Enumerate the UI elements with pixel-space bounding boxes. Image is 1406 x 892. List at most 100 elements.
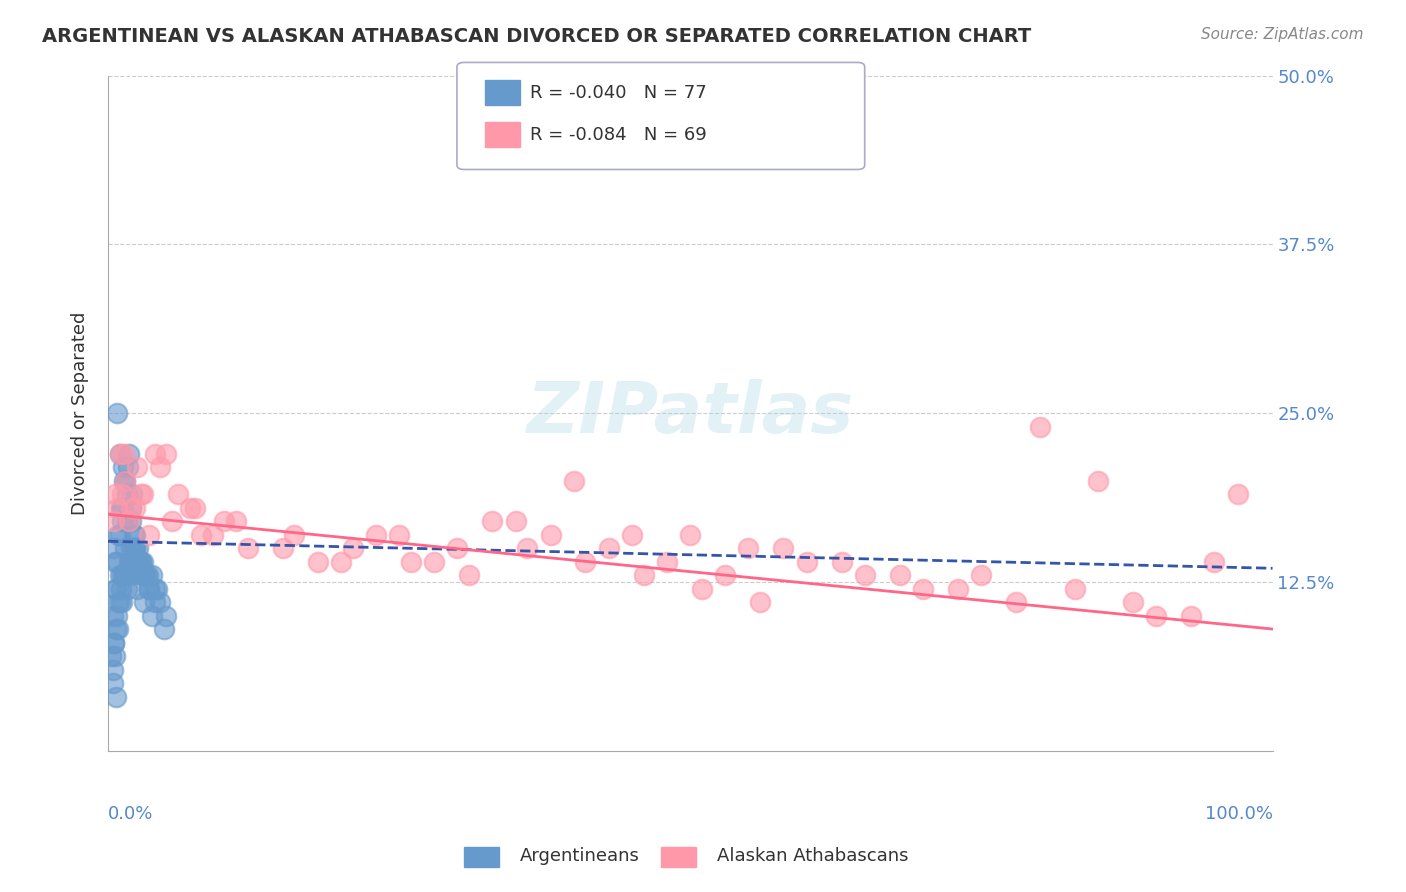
Point — [167, 487, 190, 501]
Point — [118, 446, 141, 460]
Point — [132, 487, 155, 501]
Point — [399, 555, 422, 569]
Point — [271, 541, 294, 555]
Point — [458, 568, 481, 582]
Text: Source: ZipAtlas.com: Source: ZipAtlas.com — [1201, 27, 1364, 42]
Point — [104, 487, 127, 501]
Point — [388, 527, 411, 541]
Point — [124, 527, 146, 541]
Point — [772, 541, 794, 555]
Point — [201, 527, 224, 541]
Point — [117, 460, 139, 475]
Text: Argentineans: Argentineans — [520, 847, 640, 865]
Point — [107, 595, 129, 609]
Text: R = -0.040   N = 77: R = -0.040 N = 77 — [530, 84, 707, 102]
Point — [100, 648, 122, 663]
Point — [1180, 608, 1202, 623]
Point — [108, 568, 131, 582]
Point — [114, 474, 136, 488]
Point — [115, 487, 138, 501]
Point — [104, 555, 127, 569]
Point — [283, 527, 305, 541]
Point — [946, 582, 969, 596]
Point — [598, 541, 620, 555]
Point — [120, 555, 142, 569]
Point — [160, 514, 183, 528]
Point — [562, 474, 585, 488]
Point — [1005, 595, 1028, 609]
Point — [155, 446, 177, 460]
Point — [128, 555, 150, 569]
Point — [120, 514, 142, 528]
Point — [105, 555, 128, 569]
Point — [105, 622, 128, 636]
Point — [679, 527, 702, 541]
Point — [446, 541, 468, 555]
Point — [134, 568, 156, 582]
Point — [121, 487, 143, 501]
Point — [146, 582, 169, 596]
Point — [127, 555, 149, 569]
Point — [129, 555, 152, 569]
Point — [114, 541, 136, 555]
Point — [342, 541, 364, 555]
Point — [112, 446, 135, 460]
Point — [104, 582, 127, 596]
Point — [143, 582, 166, 596]
Point — [540, 527, 562, 541]
Point — [149, 460, 172, 475]
Point — [1122, 595, 1144, 609]
Point — [108, 527, 131, 541]
Text: 100.0%: 100.0% — [1205, 805, 1272, 822]
Point — [112, 460, 135, 475]
Point — [105, 582, 128, 596]
Point — [143, 446, 166, 460]
Point — [110, 582, 132, 596]
Point — [236, 541, 259, 555]
Point — [122, 541, 145, 555]
Point — [307, 555, 329, 569]
Point — [120, 541, 142, 555]
Point — [132, 595, 155, 609]
Point — [114, 474, 136, 488]
Point — [141, 568, 163, 582]
Point — [135, 568, 157, 582]
Point — [111, 595, 134, 609]
Point — [129, 555, 152, 569]
Point — [115, 582, 138, 596]
Point — [225, 514, 247, 528]
Point — [110, 500, 132, 515]
Point — [141, 608, 163, 623]
Point — [621, 527, 644, 541]
Point — [112, 474, 135, 488]
Point — [108, 446, 131, 460]
Text: ARGENTINEAN VS ALASKAN ATHABASCAN DIVORCED OR SEPARATED CORRELATION CHART: ARGENTINEAN VS ALASKAN ATHABASCAN DIVORC… — [42, 27, 1032, 45]
Point — [120, 568, 142, 582]
Point — [1226, 487, 1249, 501]
Point — [1063, 582, 1085, 596]
Point — [796, 555, 818, 569]
Point — [105, 500, 128, 515]
Point — [120, 555, 142, 569]
Point — [853, 568, 876, 582]
Point — [184, 500, 207, 515]
Point — [155, 608, 177, 623]
Point — [127, 460, 149, 475]
Point — [122, 527, 145, 541]
Point — [118, 514, 141, 528]
Point — [127, 541, 149, 555]
Point — [114, 568, 136, 582]
Point — [132, 568, 155, 582]
Text: R = -0.084   N = 69: R = -0.084 N = 69 — [530, 126, 707, 144]
Point — [831, 555, 853, 569]
Point — [655, 555, 678, 569]
Point — [101, 663, 124, 677]
Point — [138, 582, 160, 596]
Point — [132, 555, 155, 569]
Point — [364, 527, 387, 541]
Point — [912, 582, 935, 596]
Y-axis label: Divorced or Separated: Divorced or Separated — [72, 311, 89, 515]
Point — [143, 595, 166, 609]
Point — [149, 595, 172, 609]
Point — [111, 514, 134, 528]
